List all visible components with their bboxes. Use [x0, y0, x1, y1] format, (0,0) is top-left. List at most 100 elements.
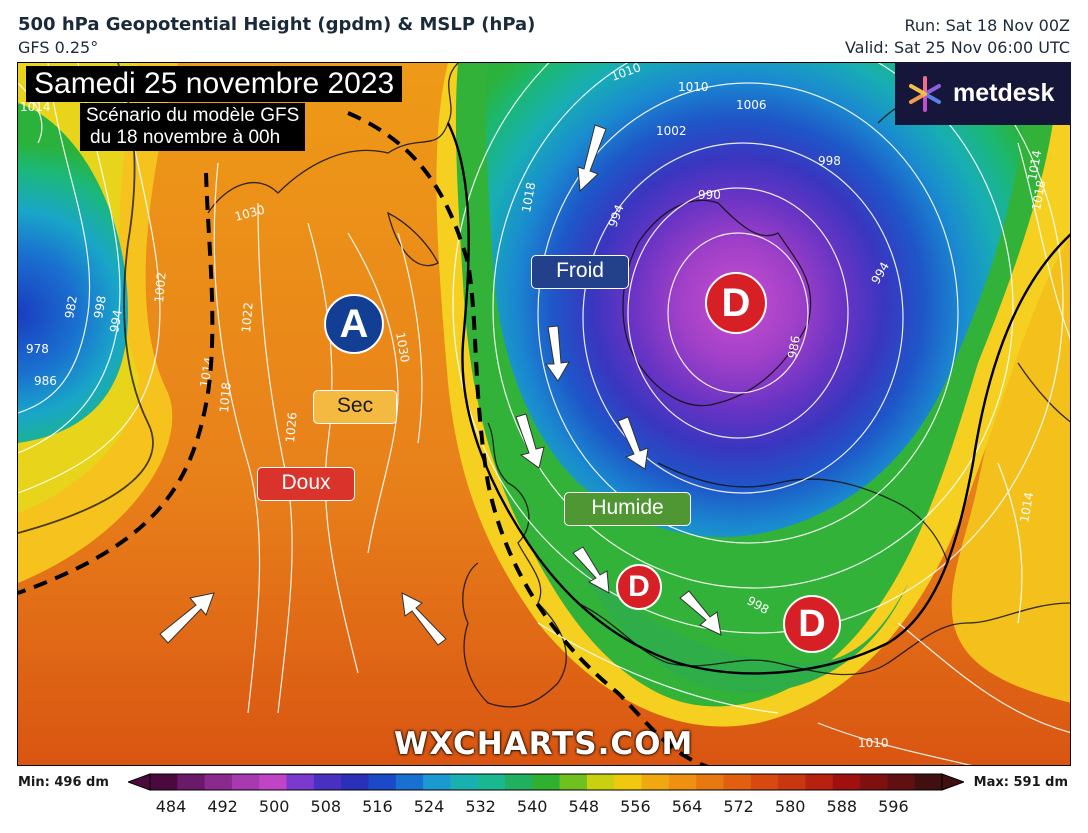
colorbar-swatch — [150, 774, 178, 790]
colorbar-swatch — [313, 774, 342, 790]
colorbar-swatch — [341, 774, 369, 790]
colorbar-swatch — [723, 774, 752, 790]
colorbar-tick-label: 492 — [207, 797, 238, 816]
isobar-label: 982 — [62, 295, 80, 320]
isobar-label: 978 — [26, 342, 49, 356]
colorbar-tick-label: 572 — [723, 797, 754, 816]
colorbar-swatch — [887, 774, 916, 790]
colorbar-swatch — [532, 774, 561, 790]
colorbar-tick-label: 524 — [413, 797, 445, 816]
colorbar-right-arrow — [941, 773, 964, 791]
metdesk-logo-text: metdesk — [953, 79, 1055, 107]
arrow-northwest-flow — [401, 592, 447, 646]
isobar-label: 998 — [91, 295, 109, 320]
colorbar-swatch — [259, 774, 288, 790]
colorbar-swatch — [395, 774, 424, 790]
isobar-label: 1018 — [1029, 179, 1048, 212]
label-froid: Froid — [531, 255, 629, 289]
scenario-line-2: du 18 novembre à 00h — [90, 127, 281, 148]
isobar-label: 1010 — [678, 80, 709, 94]
colorbar-tick-label: 500 — [258, 797, 290, 816]
main-contour — [446, 122, 1070, 675]
header-title: 500 hPa Geopotential Height (gpdm) & MSL… — [18, 14, 536, 35]
colorbar-swatch — [177, 774, 206, 790]
high-pressure-marker: A — [324, 294, 384, 354]
scenario-caption: Scénario du modèle GFS du 18 novembre à … — [80, 103, 306, 151]
colorbar-swatch — [586, 774, 615, 790]
isobar-label: 998 — [818, 154, 841, 168]
atlantic-low — [18, 103, 128, 443]
colorbar-left-arrow — [128, 773, 151, 791]
colorbar-tick-label: 508 — [310, 797, 342, 816]
colorbar-tick-label: 556 — [620, 797, 651, 816]
valid-time: Valid: Sat 25 Nov 06:00 UTC — [844, 38, 1070, 57]
colorbar-tick-label: 580 — [774, 797, 806, 816]
colorbar-swatch — [860, 774, 888, 790]
isobar-label: 994 — [107, 309, 125, 334]
colorbar-swatch — [204, 774, 233, 790]
model-name: GFS 0.25° — [18, 38, 99, 57]
label-sec: Sec — [313, 390, 397, 424]
isobar-label: 1002 — [152, 272, 169, 304]
colorbar-swatch — [477, 774, 506, 790]
label-humide: Humide — [564, 492, 691, 526]
arrow-southeast-flow — [679, 590, 722, 636]
trough-axis — [347, 111, 709, 765]
colorbar-swatch — [423, 774, 451, 790]
isobar-label: 986 — [785, 335, 803, 360]
colorbar-swatch — [231, 774, 260, 790]
colorbar-swatch — [368, 774, 397, 790]
isobar-label: 986 — [34, 374, 57, 388]
colorbar-max-label: Max: 591 dm — [973, 775, 1068, 790]
colorbar-tick-label: 564 — [671, 797, 703, 816]
colorbar-swatch — [805, 774, 834, 790]
colorbar-swatch — [750, 774, 779, 790]
label-doux: Doux — [257, 467, 355, 501]
colorbar-swatch — [450, 774, 479, 790]
colorbar-swatch — [696, 774, 725, 790]
colorbar-swatch — [914, 774, 943, 790]
colorbar-swatch — [614, 774, 643, 790]
map-date-title: Samedi 25 novembre 2023 — [26, 66, 403, 102]
metdesk-star-icon — [909, 75, 941, 112]
colorbar-swatch — [641, 774, 670, 790]
colorbar — [128, 773, 964, 791]
colorbar-swatch — [286, 774, 315, 790]
ridge-axis — [18, 172, 215, 595]
isobar-label: 1018 — [217, 382, 234, 414]
colorbar-min-label: Min: 496 dm — [18, 775, 109, 790]
scenario-line-1: Scénario du modèle GFS — [86, 105, 300, 126]
colorbar-tick-label: 540 — [516, 797, 548, 816]
low-pressure-marker-ionian: D — [783, 595, 841, 653]
weather-map: 1014 1010 1010 1006 1002 998 994 990 986… — [17, 62, 1071, 766]
colorbar-swatch — [668, 774, 697, 790]
isobar-label: 1026 — [283, 412, 300, 444]
arrow-northeast-flow — [159, 592, 215, 644]
flow-arrows — [159, 124, 722, 646]
isobar-label: 1014 — [1017, 491, 1036, 524]
arrow-southeast-flow — [572, 546, 610, 594]
arrow-south-flow — [545, 325, 570, 382]
isobar-label: 1014 — [20, 100, 51, 114]
colorbar-tick-label: 484 — [155, 797, 187, 816]
colorbar-tick-label: 548 — [568, 797, 600, 816]
isobar-label: 1002 — [656, 124, 687, 138]
low-pressure-marker-gulf-of-genoa: D — [616, 564, 662, 610]
isobar-label: 1014 — [1025, 149, 1044, 182]
watermark: WXCHARTS.COM — [394, 726, 694, 762]
isobar-label: 990 — [698, 188, 721, 202]
colorbar-swatch — [559, 774, 588, 790]
isobar-label: 1018 — [519, 181, 538, 214]
metdesk-logo: metdesk — [895, 62, 1071, 125]
isobar-label: 1006 — [736, 98, 767, 112]
colorbar-swatch — [832, 774, 861, 790]
colorbar-swatch — [778, 774, 806, 790]
colorbar-tick-label: 516 — [362, 797, 393, 816]
arrow-south-flow — [515, 413, 545, 469]
arrow-southwest-flow — [577, 124, 607, 193]
arrow-south-flow — [617, 416, 649, 470]
low-pressure-marker-scandinavia: D — [705, 272, 767, 334]
isobar-label: 1010 — [858, 736, 889, 750]
colorbar-swatch — [505, 774, 533, 790]
colorbar-tick-label: 596 — [878, 797, 909, 816]
